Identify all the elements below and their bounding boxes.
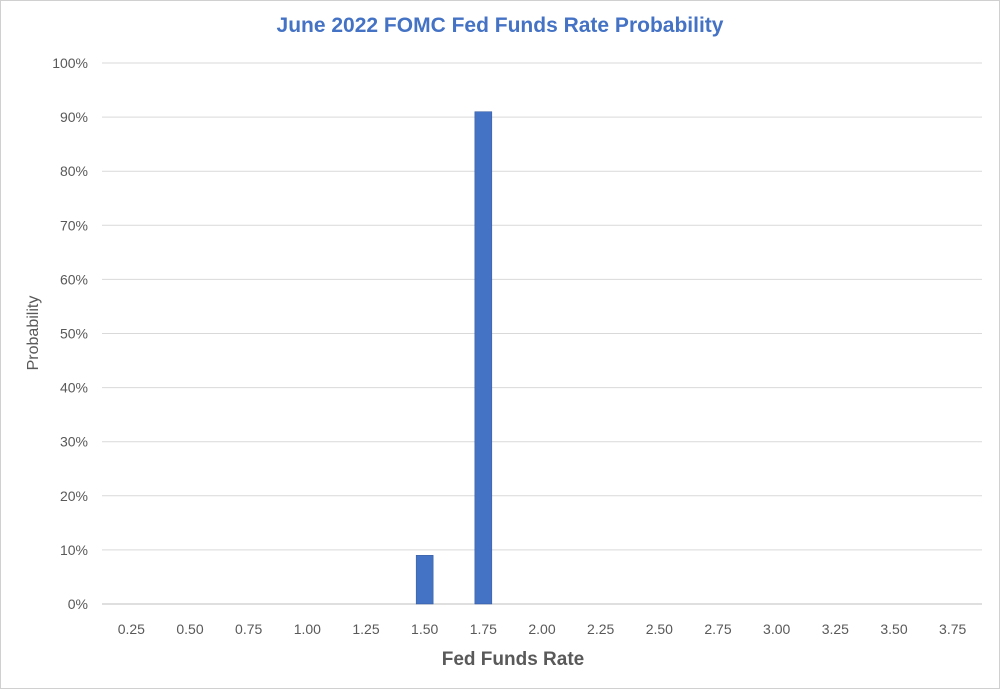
y-tick-label: 30% (60, 434, 88, 450)
x-tick-label: 0.50 (176, 621, 203, 637)
chart-title: June 2022 FOMC Fed Funds Rate Probabilit… (276, 14, 724, 37)
x-tick-label: 1.25 (352, 621, 379, 637)
bar-1.75 (474, 111, 493, 605)
y-tick-label: 80% (60, 163, 88, 179)
y-axis-ticks: 0% 10% 20% 30% 40% 50% 60% 70% 80% 90% 100% (52, 55, 88, 612)
y-tick-label: 100% (52, 55, 88, 71)
y-tick-label: 90% (60, 109, 88, 125)
x-axis-ticks: 0.25 0.50 0.75 1.00 1.25 1.50 1.75 2.00 2.25 2.50… (118, 621, 967, 637)
x-tick-label: 3.00 (763, 621, 790, 637)
x-tick-label: 2.25 (587, 621, 614, 637)
bar-1.50 (415, 555, 434, 605)
x-tick-label: 3.75 (939, 621, 966, 637)
x-tick-label: 2.75 (704, 621, 731, 637)
y-tick-label: 20% (60, 488, 88, 504)
x-tick-label: 3.25 (822, 621, 849, 637)
x-tick-label: 2.50 (646, 621, 673, 637)
x-axis-title: Fed Funds Rate (442, 649, 585, 670)
y-tick-label: 10% (60, 542, 88, 558)
bars (415, 111, 493, 605)
x-tick-label: 2.00 (528, 621, 555, 637)
x-tick-label: 0.25 (118, 621, 145, 637)
y-tick-label: 50% (60, 326, 88, 342)
x-tick-label: 3.50 (880, 621, 907, 637)
y-tick-label: 70% (60, 217, 88, 233)
y-tick-label: 40% (60, 380, 88, 396)
x-tick-label: 1.75 (470, 621, 497, 637)
y-tick-label: 0% (68, 596, 88, 612)
gridlines (102, 62, 982, 605)
x-tick-label: 1.00 (294, 621, 321, 637)
y-tick-label: 60% (60, 271, 88, 287)
x-tick-label: 0.75 (235, 621, 262, 637)
x-tick-label: 1.50 (411, 621, 438, 637)
y-axis-title: Probability (25, 296, 42, 371)
